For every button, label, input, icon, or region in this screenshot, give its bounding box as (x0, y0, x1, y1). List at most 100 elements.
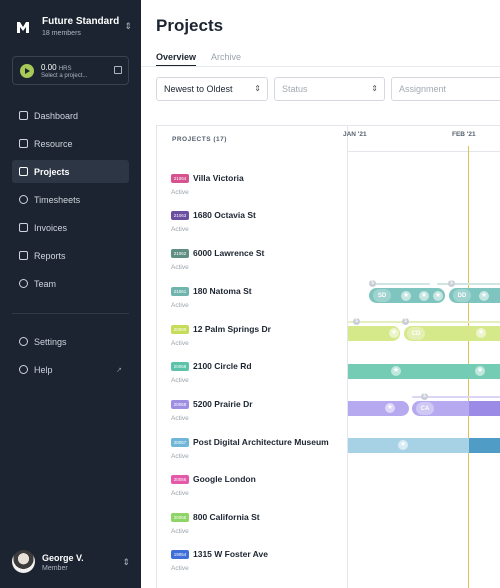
chevron-updown-icon: ⇕ (124, 21, 132, 31)
nav-label: Settings (34, 336, 67, 347)
help-icon (19, 365, 28, 374)
chevron-updown-icon: ⇕ (122, 557, 130, 567)
org-members: 18 members (42, 30, 81, 37)
star-icon[interactable]: ★ (476, 328, 486, 338)
nav-projects[interactable]: Projects (12, 160, 129, 183)
resource-icon (19, 139, 28, 148)
clock-icon (19, 195, 28, 204)
project-status: Active (171, 340, 189, 347)
nav-timesheets[interactable]: Timesheets (12, 188, 129, 211)
page-title: Projects (156, 16, 224, 35)
nav-label: Team (34, 278, 57, 289)
star-icon[interactable]: ★ (385, 403, 395, 413)
invoice-marker-icon[interactable]: $ (402, 318, 409, 325)
org-name: Future Standard (42, 16, 120, 27)
project-status: Active (171, 528, 189, 535)
nav-resource[interactable]: Resource (12, 132, 129, 155)
tab-overview[interactable]: Overview (156, 52, 197, 67)
nav-label: Reports (34, 250, 66, 261)
project-row[interactable]: 20057 Post Digital Architecture Museum A… (171, 435, 346, 465)
nav-invoices[interactable]: Invoices (12, 216, 129, 239)
phase-track (372, 283, 430, 285)
project-row[interactable]: 21063 1680 Octavia St Active (171, 208, 346, 238)
nav-label: Timesheets (34, 194, 81, 205)
star-icon[interactable]: ★ (398, 440, 408, 450)
project-code: 19054 (171, 550, 189, 559)
timeline-header-divider (347, 151, 500, 152)
nav-label: Projects (34, 166, 70, 177)
month-label: FEB '21 (452, 131, 476, 138)
project-code: 21061 (171, 287, 189, 296)
assignment-filter[interactable]: Assignment (391, 77, 500, 101)
org-switcher[interactable]: Future Standard 18 members ⇕ (12, 12, 132, 42)
nav-label: Help (34, 364, 53, 375)
status-placeholder: Status (282, 84, 308, 94)
invoice-marker-icon[interactable]: $ (421, 393, 428, 400)
project-status: Active (171, 302, 189, 309)
dashboard-icon (19, 111, 28, 120)
phase-track (412, 396, 500, 398)
phase-bar[interactable] (469, 401, 500, 416)
star-icon[interactable]: ★ (419, 291, 429, 301)
tab-archive[interactable]: Archive (211, 52, 242, 62)
sort-dropdown[interactable]: Newest to Oldest ⇕ (156, 77, 268, 101)
nav-help[interactable]: Help ↗ (12, 358, 129, 381)
phase-bar[interactable] (348, 364, 500, 379)
star-icon[interactable]: ★ (389, 328, 399, 338)
nav-dashboard[interactable]: Dashboard (12, 104, 129, 127)
team-icon (19, 279, 28, 288)
phase-label: SD (373, 289, 391, 302)
project-status: Active (171, 565, 189, 572)
project-code: 21064 (171, 174, 189, 183)
nav-label: Dashboard (34, 110, 79, 121)
star-icon[interactable]: ★ (475, 366, 485, 376)
project-row[interactable]: 21062 6000 Lawrence St Active (171, 246, 346, 276)
project-row[interactable]: 20059 2100 Circle Rd Active (171, 359, 346, 389)
star-icon[interactable]: ★ (401, 291, 411, 301)
invoice-icon (19, 223, 28, 232)
phase-bar[interactable] (348, 438, 469, 453)
project-row[interactable]: 21061 180 Natoma St Active (171, 284, 346, 314)
user-menu[interactable]: George V. Member ⇕ (12, 550, 132, 576)
phase-bar[interactable] (348, 326, 400, 341)
phase-bar[interactable] (469, 438, 500, 453)
chevron-updown-icon: ⇕ (371, 84, 378, 93)
invoice-marker-icon[interactable]: $ (448, 280, 455, 287)
status-filter[interactable]: Status ⇕ (274, 77, 385, 101)
project-code: 20059 (171, 362, 189, 371)
project-name: 6000 Lawrence St (193, 248, 265, 258)
project-row[interactable]: 20056 Google London Active (171, 472, 346, 502)
invoice-marker-icon[interactable]: $ (369, 280, 376, 287)
timeline-panel: PROJECTS (17) JAN '21 FEB '21 21064 Vill… (156, 125, 500, 588)
star-icon[interactable]: ★ (433, 291, 443, 301)
play-icon[interactable] (20, 64, 34, 78)
projects-count-header: PROJECTS (17) (172, 136, 227, 143)
project-row[interactable]: 20060 12 Palm Springs Dr Active (171, 322, 346, 352)
star-icon[interactable]: ★ (479, 291, 489, 301)
project-row[interactable]: 20058 5200 Prairie Dr Active (171, 397, 346, 427)
user-name: George V. (42, 553, 84, 563)
project-name: Villa Victoria (193, 173, 244, 183)
invoice-marker-icon[interactable]: $ (353, 318, 360, 325)
chart-icon (19, 251, 28, 260)
nav-team[interactable]: Team (12, 272, 129, 295)
sort-value: Newest to Oldest (164, 84, 233, 94)
project-row[interactable]: 20055 800 California St Active (171, 510, 346, 540)
project-name: Post Digital Architecture Museum (193, 437, 329, 447)
project-code: 20060 (171, 325, 189, 334)
project-name: 800 California St (193, 512, 260, 522)
project-status: Active (171, 264, 189, 271)
edit-icon[interactable] (114, 66, 122, 74)
project-row[interactable]: 21064 Villa Victoria Active (171, 171, 346, 201)
phase-bar[interactable] (348, 401, 409, 416)
project-name: Google London (193, 474, 256, 484)
star-icon[interactable]: ★ (391, 366, 401, 376)
nav-settings[interactable]: Settings (12, 330, 129, 353)
nav-reports[interactable]: Reports (12, 244, 129, 267)
project-status: Active (171, 490, 189, 497)
timer-widget[interactable]: 0.00 HRS Select a project... (12, 56, 129, 85)
project-row[interactable]: 19054 1315 W Foster Ave Active (171, 547, 346, 577)
logo-icon (17, 22, 29, 33)
phase-label: CA (416, 402, 434, 415)
project-code: 21062 (171, 249, 189, 258)
